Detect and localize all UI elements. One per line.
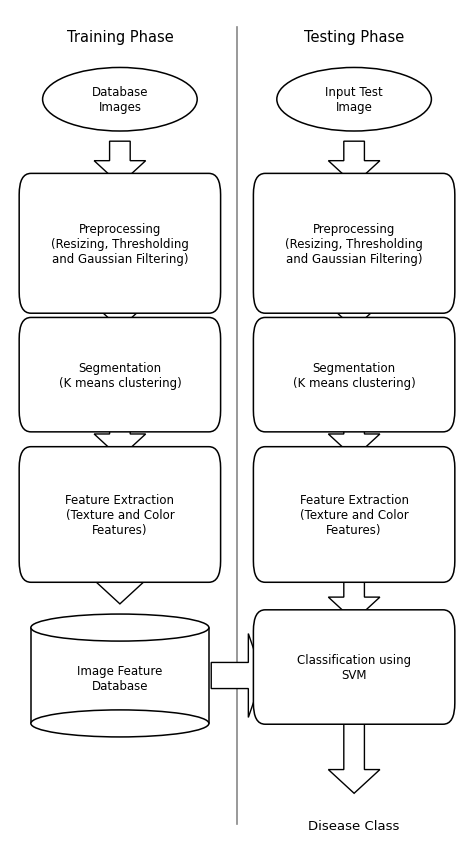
Polygon shape: [328, 572, 380, 621]
Ellipse shape: [43, 68, 197, 132]
Text: Input Test
Image: Input Test Image: [325, 86, 383, 114]
FancyBboxPatch shape: [254, 174, 455, 314]
Text: Classification using
SVM: Classification using SVM: [297, 653, 411, 682]
Text: Image Feature
Database: Image Feature Database: [77, 665, 163, 693]
Text: Segmentation
(K means clustering): Segmentation (K means clustering): [293, 361, 416, 389]
Ellipse shape: [31, 710, 209, 737]
FancyBboxPatch shape: [19, 174, 220, 314]
Polygon shape: [94, 142, 146, 185]
Ellipse shape: [277, 68, 431, 132]
Polygon shape: [328, 422, 380, 458]
Text: Preprocessing
(Resizing, Thresholding
and Gaussian Filtering): Preprocessing (Resizing, Thresholding an…: [51, 222, 189, 266]
FancyBboxPatch shape: [19, 447, 220, 583]
Text: Preprocessing
(Resizing, Thresholding
and Gaussian Filtering): Preprocessing (Resizing, Thresholding an…: [285, 222, 423, 266]
Polygon shape: [211, 634, 263, 717]
Text: Disease Class: Disease Class: [309, 819, 400, 832]
FancyBboxPatch shape: [254, 447, 455, 583]
FancyBboxPatch shape: [254, 610, 455, 724]
FancyBboxPatch shape: [19, 318, 220, 432]
Polygon shape: [328, 713, 380, 793]
Text: Segmentation
(K means clustering): Segmentation (K means clustering): [58, 361, 181, 389]
Ellipse shape: [32, 616, 208, 640]
Text: Database
Images: Database Images: [91, 86, 148, 114]
Polygon shape: [328, 142, 380, 185]
Polygon shape: [94, 422, 146, 458]
Text: Feature Extraction
(Texture and Color
Features): Feature Extraction (Texture and Color Fe…: [65, 493, 174, 537]
FancyBboxPatch shape: [31, 628, 209, 723]
Ellipse shape: [31, 614, 209, 642]
Polygon shape: [328, 302, 380, 329]
FancyBboxPatch shape: [254, 318, 455, 432]
Text: Feature Extraction
(Texture and Color
Features): Feature Extraction (Texture and Color Fe…: [300, 493, 409, 537]
Polygon shape: [94, 572, 146, 604]
Text: Testing Phase: Testing Phase: [304, 30, 404, 45]
Polygon shape: [94, 302, 146, 329]
Text: Training Phase: Training Phase: [66, 30, 173, 45]
